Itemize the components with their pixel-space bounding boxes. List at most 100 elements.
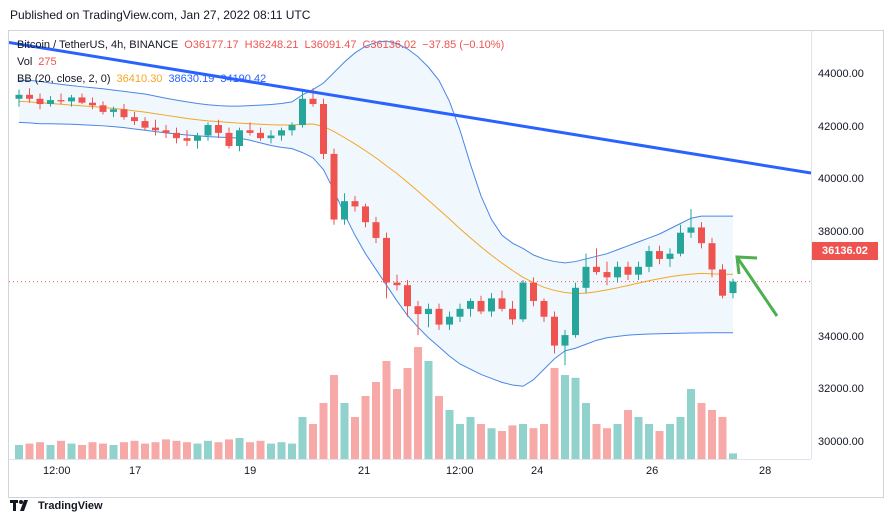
candle-down [593, 266, 600, 273]
legend-vol-value: 275 [38, 56, 57, 68]
volume-bar [645, 424, 653, 459]
volume-bar [109, 445, 118, 459]
time-tick-label: 26 [646, 465, 659, 477]
candle-up [687, 227, 695, 233]
chart-frame[interactable]: Bitcoin / TetherUS, 4h, BINANCE O36177.1… [8, 30, 884, 498]
volume-bar [655, 431, 664, 459]
candle-down [362, 206, 369, 223]
volume-bar [130, 440, 139, 459]
volume-bar [204, 440, 212, 459]
candle-down [320, 104, 327, 154]
volume-bar [225, 439, 233, 459]
volume-bar [351, 417, 359, 459]
volume-bar [67, 443, 76, 459]
candle-down [414, 306, 422, 315]
candle-down [246, 130, 254, 133]
candle-up [666, 253, 674, 259]
volume-bar [183, 442, 191, 459]
price-tick-label: 44000.00 [818, 68, 864, 81]
price-chart-svg[interactable] [9, 31, 811, 459]
volume-bar [393, 389, 401, 459]
legend-bb-label[interactable]: BB (20, close, 2, 0) [17, 73, 111, 85]
volume-bar [361, 396, 370, 459]
candle-up [68, 97, 75, 102]
candle-up [194, 135, 201, 141]
volume-bar [330, 375, 338, 459]
volume-bar [288, 443, 296, 459]
annotation-arrow-head [735, 255, 758, 275]
candle-up [47, 100, 54, 105]
candle-down [624, 266, 632, 275]
time-tick-label: 17 [129, 465, 142, 477]
volume-bar [214, 442, 223, 459]
volume-bar [141, 443, 149, 459]
annotation-arrow [735, 256, 779, 317]
volume-bar [708, 410, 716, 459]
volume-bar [435, 396, 443, 459]
legend-symbol[interactable]: Bitcoin / TetherUS, 4h, BINANCE [17, 39, 179, 51]
volume-bar [613, 424, 622, 459]
volume-bar [120, 442, 128, 459]
volume-bar [246, 442, 254, 459]
time-tick-label: 28 [759, 465, 772, 477]
legend-vol-label[interactable]: Vol [17, 56, 33, 68]
volume-bar [88, 442, 97, 459]
candle-up [561, 335, 569, 346]
price-tick-label: 38000.00 [818, 225, 864, 238]
price-tick-label: 34000.00 [818, 330, 864, 343]
candle-up [614, 266, 621, 278]
candle-up [729, 281, 737, 294]
legend-vol-row: Vol 275 [17, 54, 504, 71]
volume-bar [36, 442, 44, 459]
legend-open: O36177.17 [184, 39, 239, 51]
volume-bar [298, 417, 307, 459]
legend-close: C36136.02 [362, 39, 417, 51]
volume-bar [46, 445, 55, 459]
volume-bar [57, 440, 65, 459]
time-tick-label: 12:00 [446, 465, 474, 477]
descending-trendline [9, 40, 811, 175]
candle-down [719, 269, 726, 296]
time-axis[interactable]: 12:00 17 19 21 12:00 24 26 28 [9, 459, 811, 498]
bb-band-fill [19, 41, 733, 387]
volume-bar [624, 410, 632, 459]
volume-bar [571, 377, 580, 459]
volume-bar [456, 424, 464, 459]
volume-bar [319, 403, 328, 459]
volume-bar [372, 382, 380, 459]
volume-bar [529, 428, 538, 459]
time-tick-label: 24 [531, 465, 544, 477]
bb-basis-line [18, 100, 734, 295]
candle-down [309, 98, 317, 105]
volume-bar [414, 347, 422, 459]
volume-bar [25, 443, 34, 459]
volume-bar [592, 424, 601, 459]
volume-bar [424, 361, 433, 459]
candle-up [488, 298, 495, 312]
candle-down [57, 100, 65, 102]
candle-up [236, 130, 243, 147]
candle-down [141, 121, 149, 128]
candle-up [341, 201, 348, 220]
legend-bb-mid: 36410.30 [116, 73, 163, 85]
volume-bar [477, 424, 485, 459]
candle-up [299, 98, 306, 126]
candle-down [540, 300, 548, 317]
volume-bar [309, 424, 317, 459]
candle-down [698, 227, 705, 244]
volume-bar [235, 438, 244, 459]
plot-area[interactable] [9, 31, 811, 459]
volume-bar [498, 431, 506, 459]
current-price-tag: 36136.02 [812, 242, 878, 260]
price-tick-label: 30000.00 [818, 435, 864, 448]
footer: TradingView [10, 496, 103, 516]
volume-bar [676, 417, 685, 459]
volume-bar [267, 443, 275, 459]
footer-brand[interactable]: TradingView [38, 500, 103, 512]
candle-up [278, 130, 285, 136]
price-axis[interactable]: 44000.00 42000.00 40000.00 38000.00 34000.00… [811, 31, 884, 459]
candle-up [645, 251, 653, 267]
time-tick-label: 19 [244, 465, 257, 477]
legend-low: L36091.47 [304, 39, 357, 51]
volume-bar [466, 417, 475, 459]
